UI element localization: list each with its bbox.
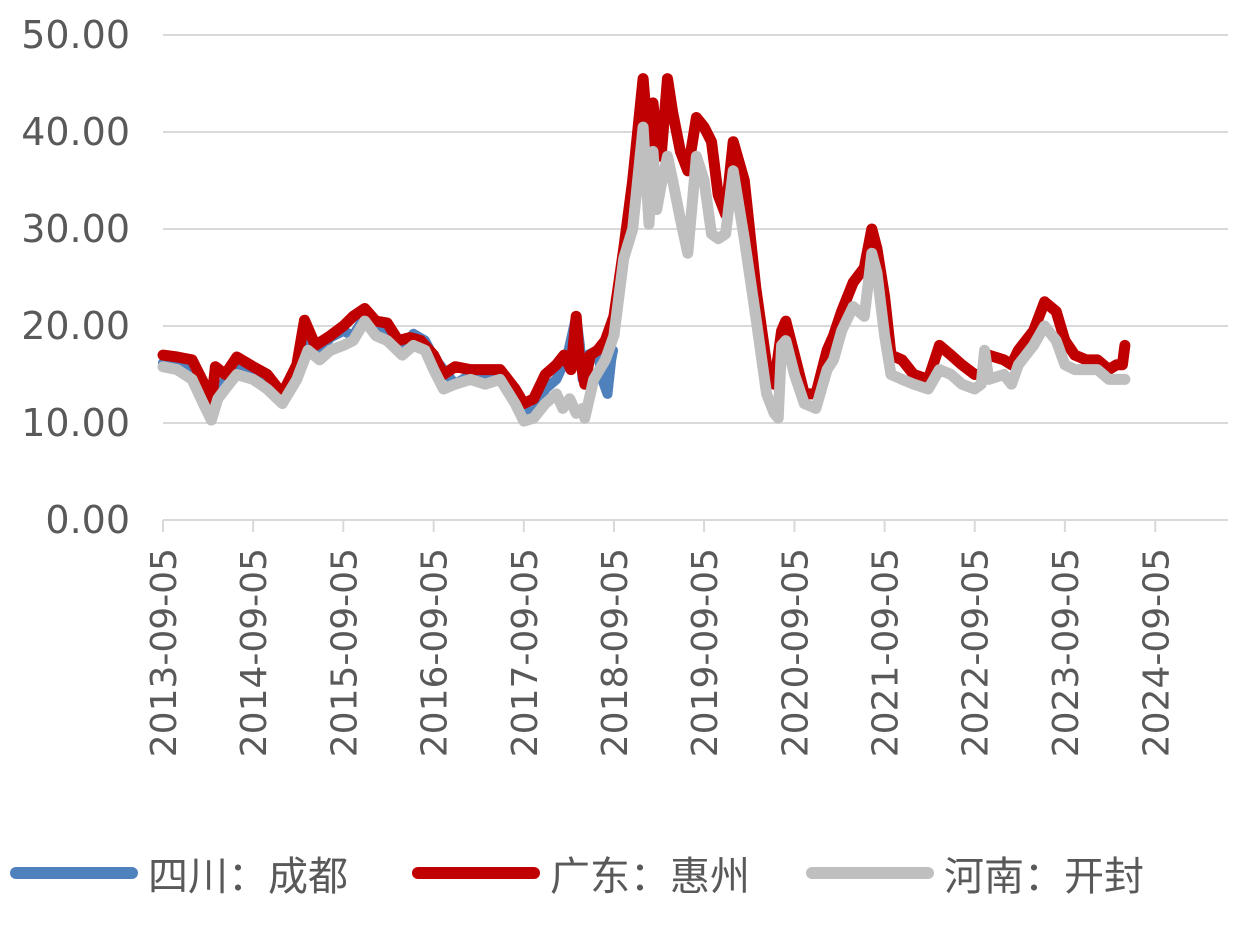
x-tick-label: 2013-09-05 xyxy=(144,548,185,757)
x-tick-label: 2019-09-05 xyxy=(685,548,726,757)
y-tick-label: 40.00 xyxy=(21,110,130,154)
x-tick-label: 2020-09-05 xyxy=(775,548,816,757)
x-tick-label: 2018-09-05 xyxy=(595,548,636,757)
series-lines xyxy=(157,73,1131,427)
x-tick-label: 2022-09-05 xyxy=(956,548,997,757)
x-tick-label: 2014-09-05 xyxy=(234,548,275,757)
legend-swatch-huizhou xyxy=(412,867,540,879)
y-tick-label: 20.00 xyxy=(21,304,130,348)
x-tick-label: 2023-09-05 xyxy=(1046,548,1087,757)
legend-label-kaifeng: 河南：开封 xyxy=(944,854,1144,900)
x-tick-label: 2021-09-05 xyxy=(866,548,907,757)
series-line-kaifeng xyxy=(157,121,1131,427)
x-axis: 2013-09-05 2014-09-05 2015-09-05 2016-09-05… xyxy=(144,519,1228,757)
series-line-huizhou xyxy=(157,73,1131,410)
legend-label-chengdu: 四川：成都 xyxy=(148,854,348,900)
x-tick-label: 2015-09-05 xyxy=(324,548,365,757)
legend-item-kaifeng: 河南：开封 xyxy=(806,838,1144,908)
legend-item-huizhou: 广东：惠州 xyxy=(412,838,750,908)
y-tick-label: 0.00 xyxy=(45,498,130,542)
legend-label-huizhou: 广东：惠州 xyxy=(550,854,750,900)
y-tick-label: 10.00 xyxy=(21,401,130,445)
legend: 四川：成都 广东：惠州 河南：开封 xyxy=(0,838,1239,908)
x-tick-label: 2024-09-05 xyxy=(1136,548,1177,757)
y-tick-label: 30.00 xyxy=(21,207,130,251)
legend-swatch-kaifeng xyxy=(806,867,934,879)
x-tick-label: 2017-09-05 xyxy=(505,548,546,757)
y-tick-labels: 0.00 10.00 20.00 30.00 40.00 50.00 xyxy=(21,13,130,542)
legend-swatch-chengdu xyxy=(10,867,138,879)
legend-item-chengdu: 四川：成都 xyxy=(10,838,348,908)
y-tick-label: 50.00 xyxy=(21,13,130,57)
x-tick-label: 2016-09-05 xyxy=(415,548,456,757)
